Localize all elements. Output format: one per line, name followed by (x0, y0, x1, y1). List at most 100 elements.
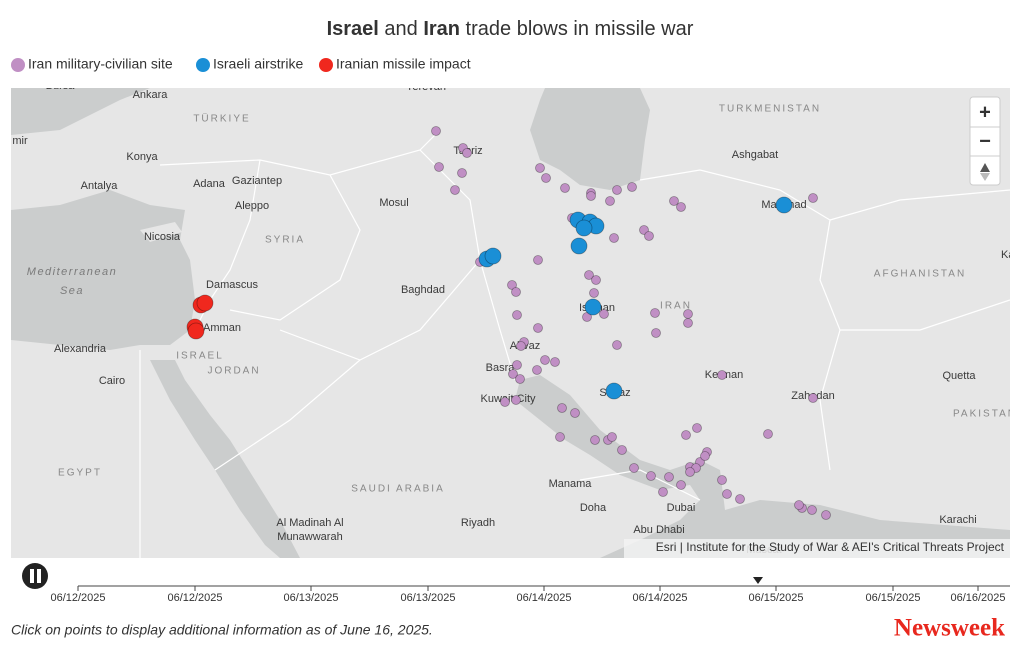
country-label: EGYPT (58, 468, 102, 479)
site-point[interactable] (676, 480, 686, 490)
site-point[interactable] (187, 322, 205, 340)
site-point[interactable] (533, 323, 543, 333)
site-point[interactable] (612, 340, 622, 350)
site-point[interactable] (570, 408, 580, 418)
site-point[interactable] (681, 430, 691, 440)
site-point[interactable] (541, 173, 551, 183)
site-point[interactable] (650, 308, 660, 318)
site-point[interactable] (515, 374, 525, 384)
site-point[interactable] (763, 429, 773, 439)
reset-north[interactable] (980, 163, 990, 172)
sea-shape (530, 88, 650, 190)
country-label: PAKISTAN (953, 409, 1017, 420)
city-label: Dubai (667, 502, 696, 514)
site-point[interactable] (533, 255, 543, 265)
city-label: Baghdad (401, 284, 445, 296)
site-point[interactable] (450, 185, 460, 195)
site-point[interactable] (658, 487, 668, 497)
zoom-in[interactable]: + (979, 101, 991, 123)
site-point[interactable] (589, 288, 599, 298)
site-point[interactable] (722, 489, 732, 499)
site-point[interactable] (431, 126, 441, 136)
timeline-label: 06/14/2025 (632, 592, 687, 604)
site-point[interactable] (685, 467, 695, 477)
city-label: mir (12, 135, 28, 147)
site-point[interactable] (692, 423, 702, 433)
timeline-handle[interactable] (753, 577, 763, 584)
site-point[interactable] (532, 365, 542, 375)
title-part: and (379, 18, 423, 40)
site-point[interactable] (570, 237, 588, 255)
site-point[interactable] (555, 432, 565, 442)
site-point[interactable] (586, 191, 596, 201)
site-point[interactable] (507, 280, 517, 290)
city-label: Antalya (81, 180, 119, 192)
site-point[interactable] (617, 445, 627, 455)
site-point[interactable] (605, 382, 623, 400)
site-point[interactable] (508, 369, 518, 379)
site-point[interactable] (599, 309, 609, 319)
site-point[interactable] (717, 370, 727, 380)
site-point[interactable] (550, 357, 560, 367)
site-point[interactable] (627, 182, 637, 192)
site-point[interactable] (609, 233, 619, 243)
site-point[interactable] (511, 287, 521, 297)
site-point[interactable] (457, 168, 467, 178)
timeline-label: 06/13/2025 (283, 592, 338, 604)
logo: Newsweek (894, 615, 1005, 642)
site-point[interactable] (512, 310, 522, 320)
site-point[interactable] (717, 475, 727, 485)
site-point[interactable] (512, 360, 522, 370)
legend-swatch (196, 58, 210, 72)
zoom-panel (969, 96, 1001, 186)
site-point[interactable] (808, 193, 818, 203)
site-point[interactable] (500, 397, 510, 407)
site-point[interactable] (629, 463, 639, 473)
site-point[interactable] (676, 202, 686, 212)
country-label: AFGHANISTAN (874, 269, 966, 280)
attribution: Esri | Institute for the Study of War & … (656, 540, 1005, 554)
site-point[interactable] (644, 231, 654, 241)
site-point[interactable] (651, 328, 661, 338)
site-point[interactable] (700, 451, 710, 461)
site-point[interactable] (590, 435, 600, 445)
site-point[interactable] (821, 510, 831, 520)
site-point[interactable] (582, 312, 592, 322)
site-point[interactable] (646, 471, 656, 481)
title-part: trade blows in missile war (460, 18, 694, 40)
site-point[interactable] (484, 247, 502, 265)
site-point[interactable] (664, 472, 674, 482)
site-point[interactable] (557, 403, 567, 413)
timeline-label: 06/15/2025 (748, 592, 803, 604)
site-point[interactable] (683, 318, 693, 328)
site-point[interactable] (584, 270, 594, 280)
site-point[interactable] (434, 162, 444, 172)
legend-label: Iran military-civilian site (28, 56, 173, 72)
site-point[interactable] (540, 355, 550, 365)
site-point[interactable] (794, 500, 804, 510)
play-pause[interactable] (22, 563, 48, 589)
site-point[interactable] (775, 196, 793, 214)
site-point[interactable] (639, 225, 649, 235)
timeline-label: 06/12/2025 (50, 592, 105, 604)
site-point[interactable] (605, 196, 615, 206)
site-point[interactable] (535, 163, 545, 173)
site-point[interactable] (612, 185, 622, 195)
site-point[interactable] (196, 294, 214, 312)
site-point[interactable] (511, 395, 521, 405)
city-label: Ashgabat (732, 149, 778, 161)
site-point[interactable] (462, 148, 472, 158)
site-point[interactable] (591, 275, 601, 285)
site-point[interactable] (735, 494, 745, 504)
site-point[interactable] (584, 298, 602, 316)
zoom-out[interactable]: − (979, 130, 991, 152)
site-point[interactable] (683, 309, 693, 319)
site-point[interactable] (560, 183, 570, 193)
pause-button[interactable] (22, 563, 48, 589)
site-point[interactable] (669, 196, 679, 206)
site-point[interactable] (516, 341, 526, 351)
site-point[interactable] (575, 219, 593, 237)
site-point[interactable] (607, 432, 617, 442)
site-point[interactable] (808, 393, 818, 403)
site-point[interactable] (807, 505, 817, 515)
